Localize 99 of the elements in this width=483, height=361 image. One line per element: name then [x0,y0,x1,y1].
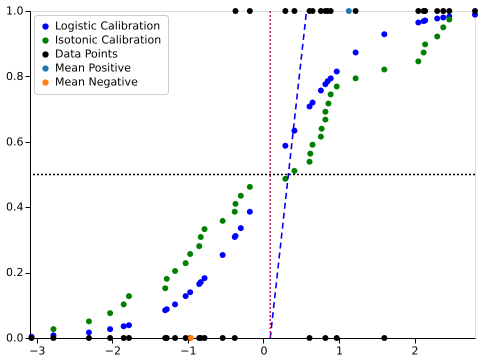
point [182,260,189,266]
point [318,134,324,140]
y-tick-label: 0.0 [6,332,24,344]
point [120,301,127,308]
point [232,208,238,215]
point [86,318,92,324]
point [220,335,226,341]
point [322,335,328,341]
y-tick-label: 0.8 [6,70,24,83]
point [446,16,452,22]
point [282,142,288,149]
point [107,335,114,341]
legend-label: Isotonic Calibration [55,34,162,46]
point [172,268,178,274]
point [107,310,114,316]
point [120,323,127,330]
legend-label: Mean Negative [55,76,138,88]
point [334,68,340,74]
point [232,8,238,14]
point [198,234,204,240]
point [310,100,316,106]
point [182,293,189,300]
point [446,8,452,14]
legend-label: Logistic Calibration [55,20,160,32]
point [328,75,334,82]
point [238,225,244,232]
point [322,116,328,123]
point [306,103,313,110]
point [86,329,92,336]
point [434,8,440,14]
point [291,168,298,174]
point [126,293,132,300]
point [310,142,316,148]
point [440,14,446,21]
point [246,208,253,215]
point [238,192,244,199]
point [232,200,238,207]
point [307,150,314,157]
point [120,335,127,341]
y-tick-label: 1.0 [6,4,24,18]
point [187,250,194,257]
x-tick-label: 2 [412,344,419,358]
point [318,126,325,132]
x-tick-label: −2 [104,344,121,358]
y-tick-label: 0.6 [6,135,24,148]
point [328,91,334,98]
point [322,108,328,115]
point [220,218,226,224]
point [164,276,170,282]
point [352,50,359,56]
point [381,31,388,38]
point [420,50,427,56]
point [202,226,208,232]
point [246,184,253,190]
y-tick-label: 0.2 [6,266,24,280]
point [172,301,178,308]
point [325,100,332,107]
legend-label: Data Points [55,48,118,60]
point [162,285,168,292]
point [291,8,298,14]
point [334,84,340,90]
point [415,58,422,64]
point [440,8,446,14]
point [86,335,92,341]
point [334,335,340,341]
point [282,8,288,14]
point [472,8,478,14]
point [202,275,208,282]
point [50,326,56,332]
point [318,87,324,94]
y-tick-label: 0.4 [6,200,24,214]
x-tick-label: −1 [180,344,197,358]
x-tick-label: 0 [260,344,268,358]
point [126,322,132,328]
point [352,8,359,14]
point [381,335,388,341]
x-tick-label: 1 [336,344,344,358]
point [50,335,56,341]
point [306,158,313,165]
point [381,66,388,73]
point [107,326,114,332]
point [187,289,194,296]
point [434,16,440,22]
point [196,243,202,250]
point [415,8,422,14]
point [126,335,132,341]
point [440,24,446,30]
point [346,8,352,14]
point [232,335,238,341]
point [306,335,313,341]
point [415,19,422,26]
point [352,75,359,82]
point [220,252,226,258]
point [246,8,253,14]
point [434,34,440,40]
legend-label: Mean Positive [55,62,132,74]
point [172,335,178,341]
point [422,41,428,48]
x-tick-label: −3 [29,344,46,358]
